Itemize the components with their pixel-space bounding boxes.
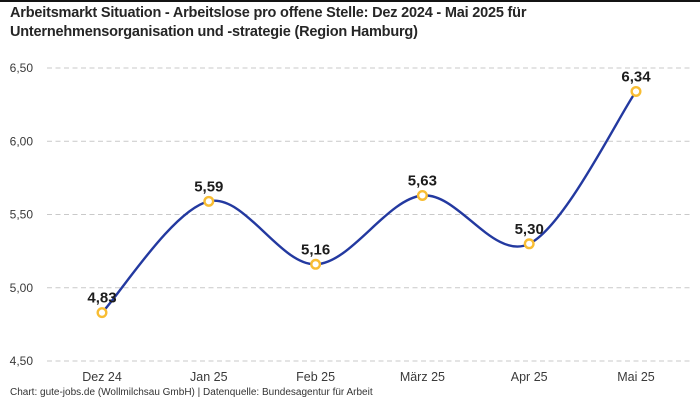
y-tick-label: 5,50 <box>10 208 34 222</box>
x-tick-label: Feb 25 <box>296 370 335 384</box>
data-point-label: 5,30 <box>515 221 544 238</box>
x-tick-label: Dez 24 <box>82 370 122 384</box>
chart-title-line-1: Arbeitsmarkt Situation - Arbeitslose pro… <box>10 5 527 21</box>
data-point-label: 6,34 <box>621 68 651 85</box>
data-point-label: 5,16 <box>301 241 330 258</box>
data-point-marker <box>310 258 322 270</box>
y-tick-label: 6,50 <box>10 61 34 75</box>
y-tick-label: 5,00 <box>10 281 34 295</box>
line-series-path <box>100 90 638 314</box>
data-point-label: 5,63 <box>408 172 437 189</box>
y-tick-label: 4,50 <box>10 354 34 368</box>
footer-credit: Chart: gute-jobs.de (Wollmilchsau GmbH) … <box>10 387 373 398</box>
data-point-label: 5,59 <box>194 178 223 195</box>
data-point-marker <box>630 85 642 97</box>
data-point-label: 4,83 <box>87 290 116 307</box>
top-border <box>0 0 700 2</box>
chart-title: Arbeitsmarkt Situation - Arbeitslose pro… <box>10 4 526 41</box>
x-tick-label: Mai 25 <box>617 370 655 384</box>
data-point-marker <box>96 307 108 319</box>
y-tick-label: 6,00 <box>10 134 34 148</box>
data-point-marker <box>203 195 215 207</box>
x-tick-label: Apr 25 <box>511 370 548 384</box>
x-tick-label: Jan 25 <box>190 370 228 384</box>
data-point-marker <box>523 238 535 250</box>
chart-title-line-2: Unternehmensorganisation und -strategie … <box>10 23 418 40</box>
x-tick-label: März 25 <box>400 370 445 384</box>
data-point-marker <box>416 189 428 201</box>
